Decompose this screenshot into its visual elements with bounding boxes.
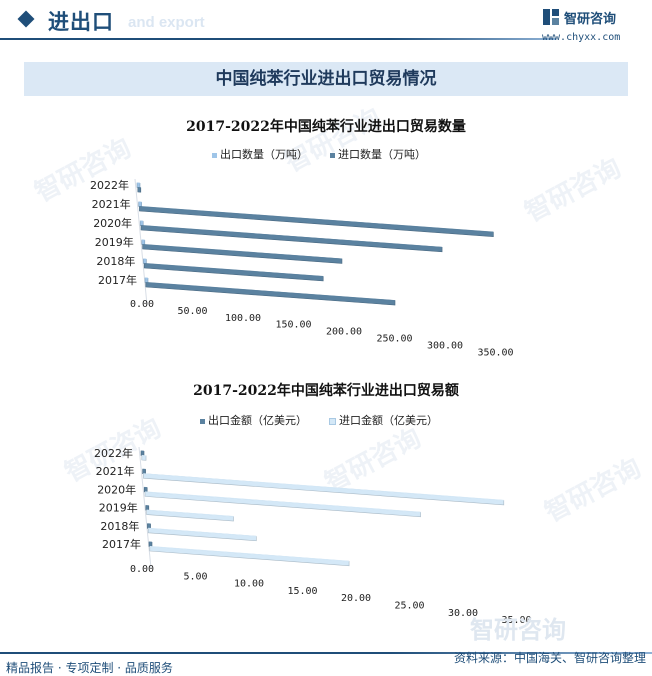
bar-top-edge [142, 244, 342, 260]
x-tick-label: 0.00 [130, 299, 154, 310]
y-tick-label: 2019年 [99, 501, 138, 515]
charts-canvas: 2022年 2021年 2020年 2019年 2018年 2017年 0.00 50.00 1… [90, 178, 532, 626]
bar-top-edge [144, 491, 421, 513]
legend-item: 出口数量（万吨） [212, 146, 308, 162]
section-banner: 中国纯苯行业进出口贸易情况 [24, 62, 628, 96]
bar-series-1 [138, 201, 142, 208]
legend-label: 进口数量（万吨） [338, 148, 426, 161]
y-tick-label: 2017年 [98, 273, 137, 287]
chart-axis-line [134, 178, 148, 306]
y-tick-label: 2019年 [95, 235, 134, 249]
footer-source: 资料来源：中国海关、智研咨询整理 [453, 651, 646, 665]
x-tick-label: 250.00 [376, 334, 412, 345]
legend-label: 出口金额（亿美元） [208, 414, 307, 427]
bar-series-2 [143, 263, 324, 282]
bar-series-1 [144, 277, 149, 284]
brand-name: 智研咨询 [564, 12, 617, 27]
bar-top-edge [149, 546, 350, 562]
x-tick-label: 30.00 [448, 608, 478, 619]
chart-legend-quantity: 出口数量（万吨） 进口数量（万吨） [212, 146, 448, 162]
x-tick-label: 150.00 [275, 320, 311, 331]
bar-top-edge [148, 527, 257, 537]
x-tick-label: 200.00 [326, 327, 362, 338]
page-subtitle: and export [128, 14, 205, 31]
legend-label: 进口金额（亿美元） [339, 414, 438, 427]
bar-top-edge [146, 509, 234, 518]
x-tick-label: 20.00 [341, 593, 371, 604]
bar-series-1 [141, 239, 146, 246]
x-tick-label: 10.00 [234, 579, 264, 590]
bar-series-1 [147, 523, 151, 529]
bar-series-1 [142, 468, 146, 475]
brand-logo: 智研咨询 www.chyxx.com [542, 6, 638, 46]
page-header: 进出口 and export 智研咨询 www.chyxx.com [0, 0, 652, 44]
x-tick-label: 50.00 [177, 306, 207, 317]
bar-series-2 [137, 187, 142, 193]
chart-title-quantity: 2017-2022年中国纯苯行业进出口贸易数量 [186, 119, 466, 135]
footer-divider [0, 652, 652, 654]
bar-top-edge [143, 473, 504, 501]
brand-icon [543, 9, 559, 25]
legend-item: 进口金额（亿美元） [329, 412, 438, 428]
legend-swatch [329, 417, 336, 425]
legend-swatch [212, 152, 217, 158]
chart-legend-amount: 出口金额（亿美元） 进口金额（亿美元） [200, 412, 460, 428]
bar-series-1 [139, 220, 144, 227]
bar-series-1 [140, 450, 145, 457]
x-tick-label: 300.00 [427, 340, 463, 351]
bar-series-1 [143, 258, 147, 265]
legend-item: 出口金额（亿美元） [200, 412, 307, 428]
bar-series-2 [145, 282, 396, 306]
y-tick-label: 2018年 [96, 254, 135, 268]
x-tick-label: 100.00 [225, 313, 261, 324]
legend-label: 出口数量（万吨） [220, 148, 308, 161]
page-title: 进出口 [48, 10, 114, 34]
y-tick-label: 2021年 [92, 197, 131, 211]
chart-title-amount: 2017-2022年中国纯苯行业进出口贸易额 [193, 383, 459, 399]
bar-top-edge [144, 263, 324, 277]
bar-top-edge [139, 206, 494, 233]
y-tick-label: 2020年 [93, 216, 132, 230]
brand-url: www.chyxx.com [542, 32, 621, 43]
x-tick-label: 25.00 [394, 601, 424, 612]
x-tick-label: 5.00 [183, 571, 207, 582]
footer-tagline: 精品报告 · 专项定制 · 品质服务 [6, 661, 173, 675]
y-tick-label: 2022年 [94, 446, 133, 460]
banner-title: 中国纯苯行业进出口贸易情况 [215, 69, 437, 89]
x-tick-label: 35.00 [501, 615, 531, 626]
bar-series-2 [147, 527, 257, 542]
y-tick-label: 2021年 [96, 464, 135, 478]
y-tick-label: 2020年 [97, 482, 136, 496]
bar-top-edge [145, 282, 396, 302]
legend-item: 进口数量（万吨） [330, 146, 426, 162]
bar-series-1 [145, 505, 150, 511]
bar-series-2 [149, 546, 350, 567]
x-tick-label: 350.00 [477, 347, 513, 358]
y-tick-label: 2022年 [90, 178, 129, 192]
x-tick-label: 0.00 [130, 564, 154, 575]
legend-swatch [200, 418, 205, 424]
chart-axis-line [138, 446, 152, 569]
bar-series-2 [142, 244, 343, 264]
bar-top-edge [140, 225, 443, 248]
x-tick-label: 15.00 [287, 586, 317, 597]
bar-series-1 [143, 487, 148, 493]
y-tick-label: 2018年 [100, 519, 139, 533]
header-divider [0, 38, 556, 40]
y-tick-label: 2017年 [102, 537, 141, 551]
brand-watermark-bottom: 智研咨询 [470, 616, 566, 644]
bar-series-1 [148, 541, 153, 548]
legend-swatch [330, 152, 335, 158]
bar-series-1 [136, 182, 141, 189]
